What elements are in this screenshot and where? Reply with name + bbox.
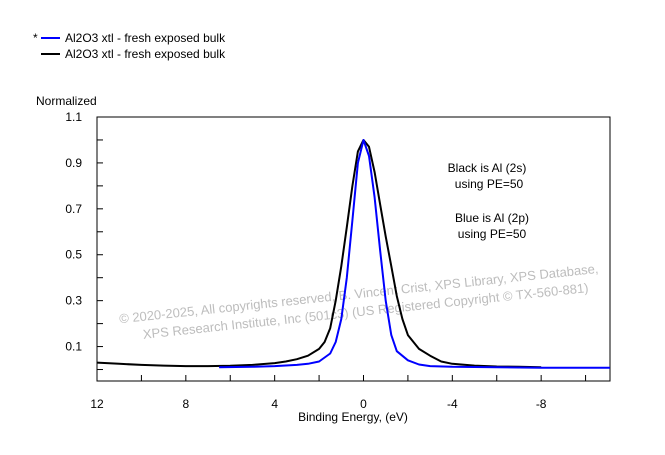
x-tick-label: 4 (271, 397, 278, 411)
y-tick-label: 0.1 (65, 340, 82, 354)
annotation-black: Black is Al (2s) using PE=50 (448, 161, 527, 191)
x-tick-label: 12 (90, 397, 104, 411)
x-tick-label: 8 (182, 397, 189, 411)
y-axis-label: Normalized (36, 94, 97, 108)
y-tick-label: 0.3 (65, 294, 82, 308)
y-tick-label: 0.5 (65, 248, 82, 262)
legend-label-black: Al2O3 xtl - fresh exposed bulk (65, 47, 226, 61)
annotation-blue-line-1: Blue is Al (2p) (455, 211, 529, 225)
annotation-black-line-1: Black is Al (2s) (448, 161, 527, 175)
copyright-watermark: © 2020-2025, All copyrights reserved, B.… (118, 261, 599, 342)
y-tick-label: 0.7 (65, 202, 82, 216)
y-tick-label: 0.9 (65, 156, 82, 170)
x-axis-label: Binding Energy, (eV) (298, 410, 408, 424)
legend-marker-star: * (33, 31, 38, 45)
x-tick-label: 0 (360, 397, 367, 411)
series-group (96, 139, 610, 369)
legend: * Al2O3 xtl - fresh exposed bulk Al2O3 x… (33, 31, 226, 61)
plot-frame (96, 116, 611, 382)
x-tick-label: -4 (447, 397, 458, 411)
annotation-black-line-2: using PE=50 (455, 177, 524, 191)
series-line-black-al-2s (96, 139, 542, 369)
annotation-blue-line-2: using PE=50 (458, 227, 527, 241)
x-tick-label: -8 (536, 397, 547, 411)
legend-label-blue: Al2O3 xtl - fresh exposed bulk (65, 31, 226, 45)
annotation-blue: Blue is Al (2p) using PE=50 (455, 211, 529, 241)
y-tick-label: 1.1 (65, 110, 82, 124)
series-line-blue-al-2p (219, 139, 610, 369)
axes: 12 8 4 0 -4 -8 1.1 0.9 0.7 0.5 0.3 0.1 (65, 110, 611, 411)
